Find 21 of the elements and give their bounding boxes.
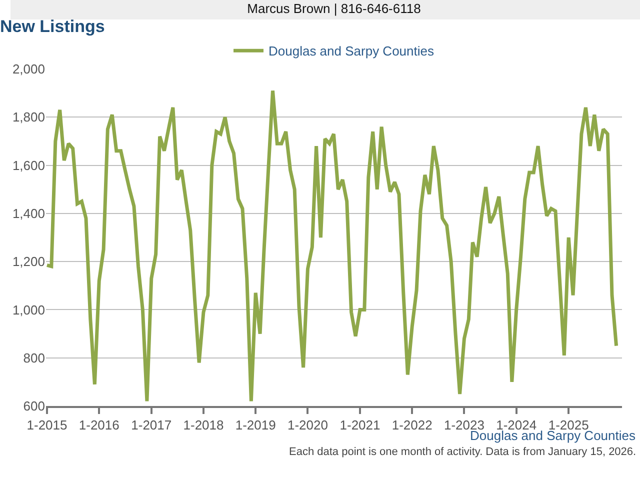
x-tick-label: 1-2021 (340, 418, 380, 433)
x-tick-label: 1-2016 (78, 418, 120, 433)
x-tick-label: 1-2017 (131, 418, 172, 433)
y-tick-label: 600 (23, 398, 45, 414)
x-tick-label: 1-2015 (26, 418, 68, 433)
x-tick-label: 1-2022 (392, 418, 432, 433)
y-tick-label: 1,000 (12, 302, 45, 318)
chart-title: New Listings (0, 16, 105, 36)
y-tick-label: 800 (23, 350, 45, 366)
y-tick-label: 1,400 (12, 206, 45, 221)
x-tick-label: 1-2020 (287, 418, 328, 433)
x-tick-label: 1-2019 (235, 418, 276, 433)
x-tick-label: 1-2018 (183, 418, 224, 433)
y-tick-label: 1,800 (12, 110, 45, 125)
y-tick-label: 1,200 (12, 254, 45, 270)
legend-label: Douglas and Sarpy Counties (268, 44, 434, 59)
line-series (46, 88, 618, 403)
text: Each data point is one month of activity. Data is from January 15, 2026. (289, 446, 636, 458)
text: Marcus Brown | 816-646-6118 (247, 1, 421, 16)
y-tick-label: 1,600 (12, 158, 45, 173)
y-tick-label: 2,000 (12, 62, 45, 77)
